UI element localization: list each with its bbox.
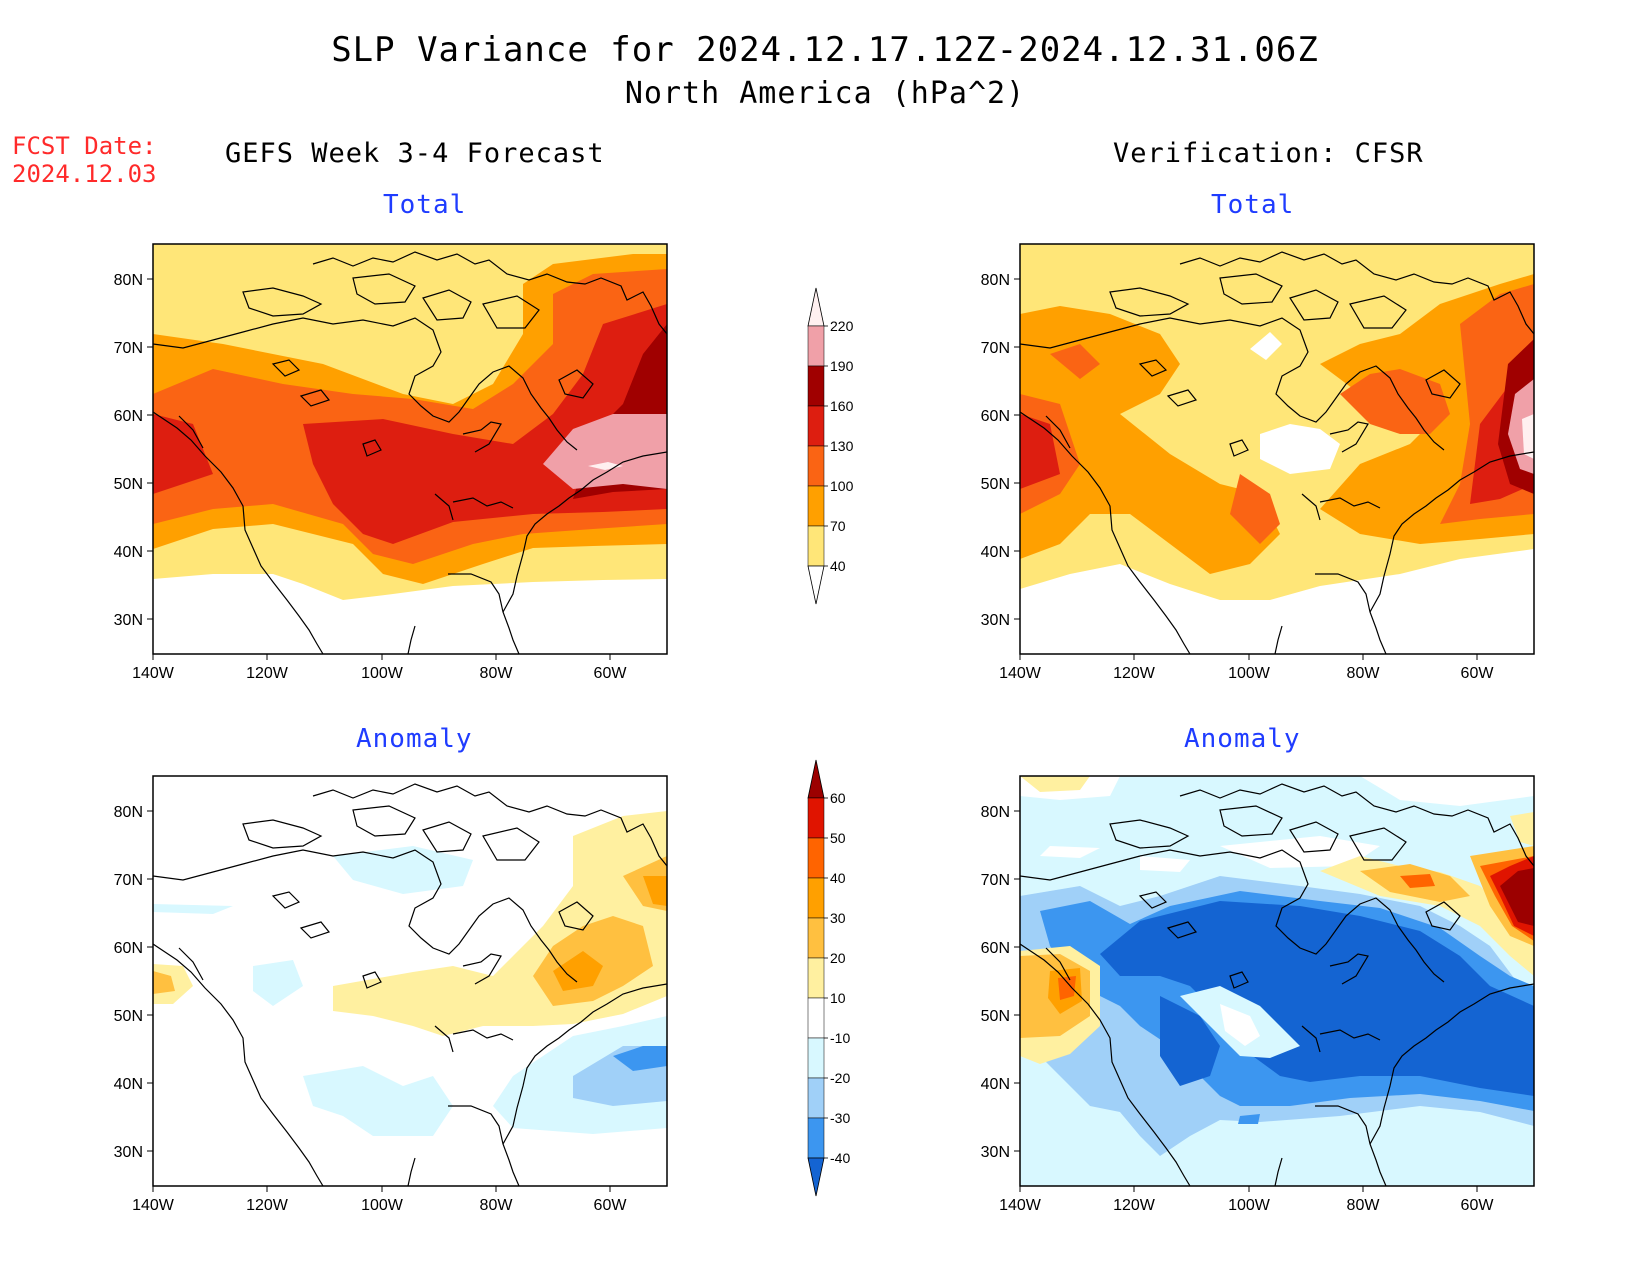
lat-label: 60N: [981, 408, 1010, 425]
lon-label: 100W: [361, 1197, 404, 1214]
lat-label: 70N: [114, 872, 143, 889]
colorbar-label: 30: [830, 910, 846, 926]
map-axes: 80N 70N 60N 50N 40N 30N 140W 120W 100W 80W 60W 80N 7…: [114, 272, 1495, 1214]
lon-label: 140W: [999, 1197, 1042, 1214]
colorbar-label: -40: [830, 1150, 850, 1166]
anomaly-colorbar: 60 50 40 30 20 10 -10 -20 -30 -40: [807, 759, 850, 1197]
total-colorbar: 220 190 160 130 100 70 40: [807, 287, 854, 605]
lon-label: 120W: [1113, 665, 1156, 682]
lon-label: 80W: [480, 1197, 514, 1214]
colorbar-box: [807, 1077, 825, 1119]
colorbar-label: 40: [830, 558, 846, 574]
forecast-anomaly-title: Anomaly: [356, 724, 473, 754]
lon-label: 60W: [1461, 1197, 1495, 1214]
lon-label: 120W: [246, 665, 289, 682]
colorbar-box: [807, 325, 825, 367]
verification-total-map: [1019, 243, 1535, 655]
lon-label: 140W: [132, 665, 175, 682]
colorbar-label: 220: [830, 318, 854, 334]
lat-label: 80N: [981, 804, 1010, 821]
colorbar-box: [807, 917, 825, 959]
colorbar-box: [807, 405, 825, 447]
colorbar-box: [807, 877, 825, 919]
colorbar-box: [807, 797, 825, 839]
colorbar-label: 160: [830, 398, 854, 414]
fcst-date-label: FCST Date:: [12, 132, 157, 160]
colorbar-box: [807, 485, 825, 527]
lon-label: 120W: [246, 1197, 289, 1214]
lat-label: 30N: [981, 612, 1010, 629]
lat-label: 80N: [981, 272, 1010, 289]
lon-label: 100W: [361, 665, 404, 682]
lat-label: 30N: [981, 1144, 1010, 1161]
colorbar-label: 50: [830, 830, 846, 846]
page-title: SLP Variance for 2024.12.17.12Z-2024.12.…: [331, 30, 1319, 70]
colorbar-box: [807, 1037, 825, 1079]
lon-label: 60W: [594, 1197, 628, 1214]
lon-label: 80W: [480, 665, 514, 682]
verification-total-title: Total: [1211, 190, 1295, 220]
colorbar-box: [807, 997, 825, 1039]
colorbar-cap-high: [807, 287, 825, 327]
lat-label: 70N: [114, 340, 143, 357]
colorbar-box: [807, 1117, 825, 1159]
colorbar-label: 20: [830, 950, 846, 966]
colorbar-box: [807, 837, 825, 879]
verification-anomaly-title: Anomaly: [1184, 724, 1301, 754]
page-subtitle: North America (hPa^2): [624, 76, 1026, 111]
lat-label: 50N: [114, 476, 143, 493]
colorbar-box: [807, 957, 825, 999]
lat-label: 80N: [114, 804, 143, 821]
verification-anomaly-map: [1019, 775, 1535, 1187]
lat-label: 50N: [981, 476, 1010, 493]
colorbar-label: -20: [830, 1070, 850, 1086]
colorbar-label: 100: [830, 478, 854, 494]
verification-column-title: Verification: CFSR: [1113, 138, 1424, 169]
colorbar-cap-low: [807, 565, 825, 605]
forecast-total-map: [152, 243, 668, 655]
colorbar-label: -10: [830, 1030, 850, 1046]
lat-label: 60N: [981, 940, 1010, 957]
lon-label: 60W: [1461, 665, 1495, 682]
colorbar-label: -30: [830, 1110, 850, 1126]
lon-label: 60W: [594, 665, 628, 682]
lon-label: 100W: [1228, 1197, 1271, 1214]
lat-label: 60N: [114, 408, 143, 425]
lat-label: 50N: [981, 1008, 1010, 1025]
colorbar-box: [807, 525, 825, 567]
colorbar-box: [807, 445, 825, 487]
forecast-total-title: Total: [383, 190, 467, 220]
lat-label: 40N: [981, 544, 1010, 561]
colorbar-label: 60: [830, 790, 846, 806]
lat-label: 40N: [981, 1076, 1010, 1093]
forecast-column-title: GEFS Week 3-4 Forecast: [225, 138, 605, 169]
colorbar-label: 130: [830, 438, 854, 454]
forecast-anomaly-map: [152, 775, 668, 1187]
colorbar-label: 190: [830, 358, 854, 374]
lat-label: 30N: [114, 1144, 143, 1161]
lon-label: 140W: [999, 665, 1042, 682]
lat-label: 50N: [114, 1008, 143, 1025]
colorbar-label: 70: [830, 518, 846, 534]
lat-label: 70N: [981, 872, 1010, 889]
lon-label: 80W: [1347, 665, 1381, 682]
lon-label: 120W: [1113, 1197, 1156, 1214]
colorbar-box: [807, 365, 825, 407]
lon-label: 100W: [1228, 665, 1271, 682]
colorbar-label: 10: [830, 990, 846, 1006]
lat-label: 70N: [981, 340, 1010, 357]
lat-label: 60N: [114, 940, 143, 957]
lat-label: 30N: [114, 612, 143, 629]
lon-label: 140W: [132, 1197, 175, 1214]
fcst-date-value: 2024.12.03: [12, 160, 157, 188]
colorbar-cap-high: [807, 759, 825, 799]
colorbar-cap-low: [807, 1157, 825, 1197]
lat-label: 80N: [114, 272, 143, 289]
lon-label: 80W: [1347, 1197, 1381, 1214]
colorbar-label: 40: [830, 870, 846, 886]
lat-label: 40N: [114, 544, 143, 561]
lat-label: 40N: [114, 1076, 143, 1093]
